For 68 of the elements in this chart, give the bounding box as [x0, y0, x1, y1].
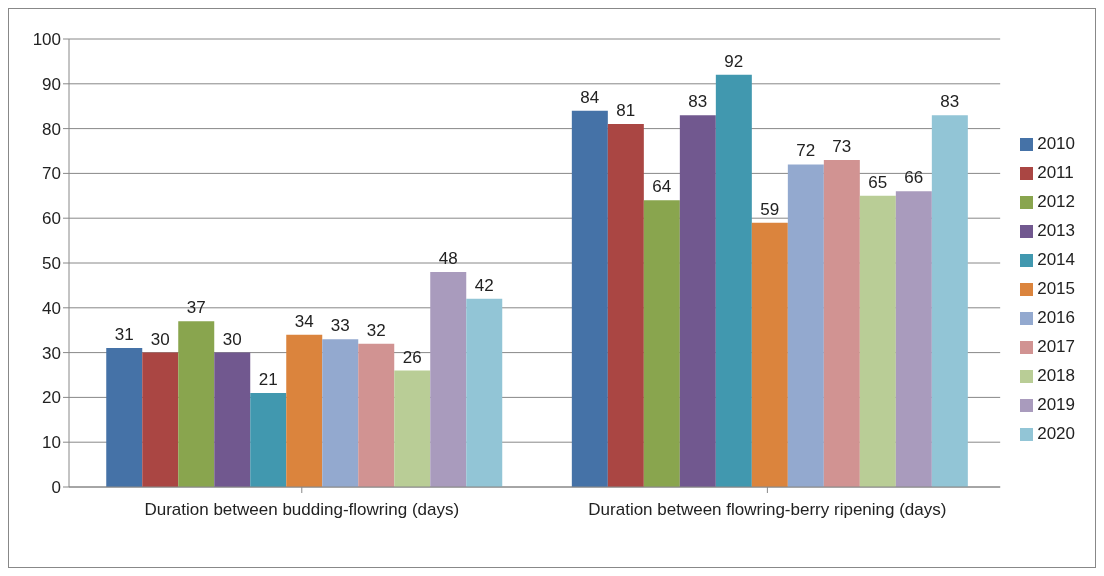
bar [394, 370, 431, 487]
bar [214, 352, 251, 487]
legend-label: 2016 [1037, 307, 1075, 327]
y-tick-label: 90 [42, 74, 61, 94]
data-label: 92 [724, 51, 744, 71]
bar [607, 124, 644, 487]
data-label: 64 [652, 177, 672, 197]
bar [358, 343, 395, 487]
data-label: 30 [150, 329, 170, 349]
y-tick-label: 20 [42, 388, 61, 408]
y-tick-label: 10 [42, 433, 61, 453]
data-label: 84 [580, 87, 600, 107]
y-tick-label: 40 [42, 298, 61, 318]
bar [106, 348, 143, 487]
bar [430, 271, 467, 487]
legend-label: 2011 [1037, 162, 1074, 182]
bar [823, 159, 860, 487]
data-label: 30 [222, 329, 242, 349]
bar [859, 195, 896, 487]
y-tick-label: 60 [42, 209, 61, 229]
legend-label: 2012 [1037, 191, 1075, 211]
bar [142, 352, 179, 487]
bar [715, 74, 752, 487]
data-label: 26 [402, 347, 422, 367]
data-label: 33 [330, 316, 350, 336]
y-tick-label: 30 [42, 343, 61, 363]
data-label: 34 [294, 311, 314, 331]
legend-label: 2013 [1037, 220, 1075, 240]
bar [571, 110, 608, 487]
data-label: 59 [760, 199, 780, 219]
y-tick-label: 100 [32, 30, 61, 50]
bar [286, 334, 323, 487]
data-label: 73 [832, 136, 852, 156]
bar [466, 298, 503, 487]
bar [250, 392, 287, 487]
bar [751, 222, 788, 487]
data-label: 66 [904, 168, 924, 188]
data-label: 31 [114, 325, 134, 345]
legend-label: 2018 [1037, 365, 1075, 385]
data-label: 81 [616, 101, 636, 121]
bar [931, 115, 968, 487]
bar [787, 164, 824, 487]
bar [178, 321, 215, 487]
bar [679, 115, 716, 487]
bar [643, 200, 680, 487]
legend-label: 2010 [1037, 133, 1075, 153]
data-label: 72 [796, 141, 816, 161]
bar [895, 191, 932, 487]
data-label: 48 [438, 248, 458, 268]
data-label: 65 [868, 172, 888, 192]
legend-label: 2014 [1037, 249, 1075, 269]
x-tick-label: Duration between budding-flowring (days) [144, 500, 460, 520]
data-label: 83 [940, 92, 960, 112]
legend-label: 2017 [1037, 336, 1075, 356]
legend-label: 2015 [1037, 278, 1075, 298]
y-tick-label: 50 [42, 254, 61, 274]
data-label: 21 [258, 369, 278, 389]
data-label: 42 [474, 275, 494, 295]
y-tick-label: 80 [42, 119, 61, 139]
data-label: 32 [366, 320, 386, 340]
y-tick-label: 70 [42, 164, 61, 184]
data-label: 37 [186, 298, 206, 318]
legend-label: 2020 [1037, 423, 1075, 443]
bar [322, 339, 359, 487]
y-tick-label: 0 [51, 478, 61, 498]
legend-label: 2019 [1037, 394, 1075, 414]
data-label: 83 [688, 92, 708, 112]
x-tick-label: Duration between flowring-berry ripening (days) [588, 500, 947, 520]
